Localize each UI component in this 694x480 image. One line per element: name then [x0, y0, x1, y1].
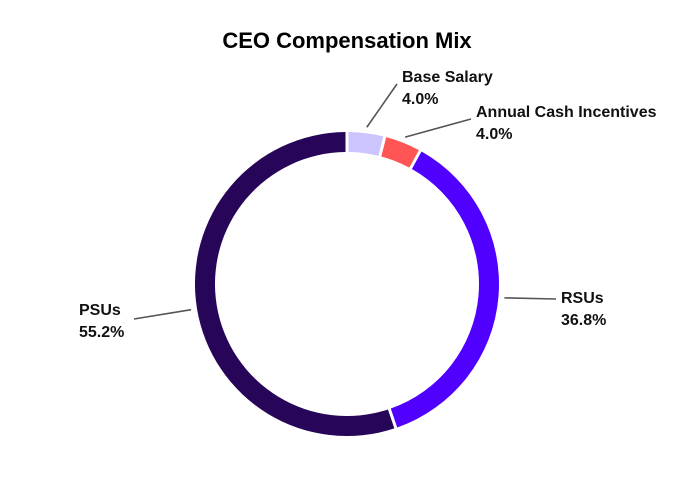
donut-slice-rsus: [390, 151, 500, 428]
leader-line-psus: [133, 308, 192, 320]
slice-label-name: PSUs: [79, 302, 121, 319]
slice-label-rsus: RSUs 36.8%: [561, 290, 606, 329]
leader-lines-layer: [133, 83, 557, 320]
donut-slice-annual-cash-incentives: [381, 137, 419, 168]
leader-line-annual-cash-incentives: [404, 118, 472, 138]
slice-label-annual-cash-incentives: Annual Cash Incentives 4.0%: [476, 104, 657, 143]
donut-slice-psus: [194, 132, 395, 437]
slices-layer: [194, 132, 500, 437]
slice-label-base-salary: Base Salary 4.0%: [402, 69, 493, 108]
slice-label-value: 4.0%: [476, 126, 512, 143]
slice-label-value: 55.2%: [79, 324, 124, 341]
slice-label-value: 4.0%: [402, 91, 438, 108]
leader-line-base-salary: [366, 83, 398, 128]
leader-line-rsus: [504, 297, 557, 300]
slice-labels-layer: Base Salary 4.0% Annual Cash Incentives 4.0…: [79, 69, 657, 341]
slice-label-value: 36.8%: [561, 312, 606, 329]
slice-label-name: Annual Cash Incentives: [476, 104, 657, 121]
slice-label-psus: PSUs 55.2%: [79, 302, 124, 341]
chart-title: CEO Compensation Mix: [222, 28, 472, 53]
slice-label-name: RSUs: [561, 290, 604, 307]
donut-slice-base-salary: [348, 132, 384, 156]
slice-label-name: Base Salary: [402, 69, 493, 86]
